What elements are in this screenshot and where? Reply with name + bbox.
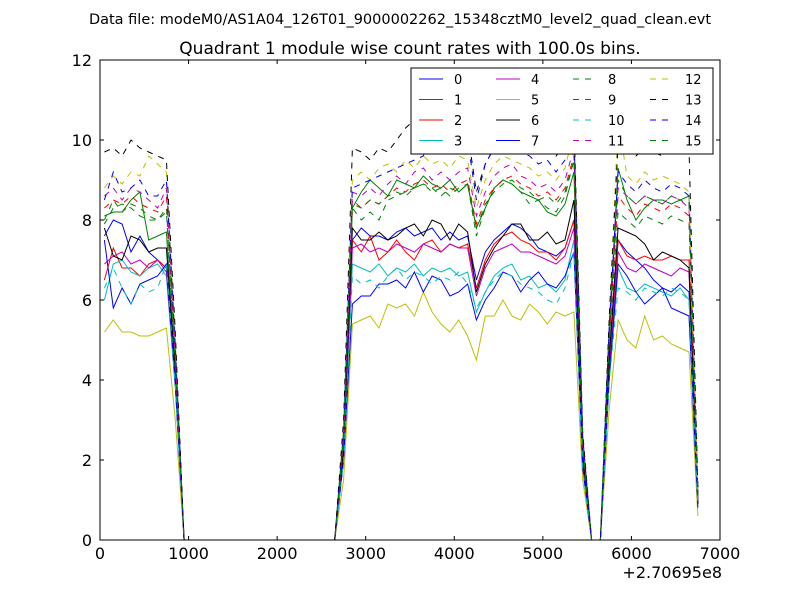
series-line-15 (103, 159, 699, 540)
legend-label-13: 13 (685, 94, 702, 109)
y-tick-label: 6 (82, 291, 92, 310)
y-tick-label: 8 (82, 211, 92, 230)
legend-label-5: 5 (531, 94, 539, 109)
x-tick-label: 1000 (168, 544, 209, 563)
legend-label-8: 8 (608, 73, 616, 88)
x-tick-label: 4000 (434, 544, 475, 563)
legend-label-6: 6 (531, 114, 539, 129)
legend-label-1: 1 (454, 94, 462, 109)
x-tick-label: 0 (95, 544, 105, 563)
legend-label-15: 15 (685, 135, 702, 150)
legend-label-2: 2 (454, 114, 462, 129)
legend-label-14: 14 (685, 114, 702, 129)
legend-box (410, 67, 714, 155)
legend-label-3: 3 (454, 135, 462, 150)
x-tick-label: 6000 (611, 544, 652, 563)
legend-label-10: 10 (608, 114, 625, 129)
y-tick-label: 4 (82, 371, 92, 390)
legend-label-11: 11 (608, 135, 625, 150)
x-tick-label: 5000 (522, 544, 563, 563)
x-tick-label: 7000 (700, 544, 741, 563)
series-line-9 (104, 155, 699, 540)
figure-suptitle: Data file: modeM0/AS1A04_126T01_90000022… (89, 12, 711, 28)
series-line-5 (103, 290, 699, 540)
legend-label-4: 4 (531, 73, 539, 88)
legend-label-9: 9 (608, 94, 616, 109)
y-tick-label: 0 (82, 531, 92, 550)
legend-label-12: 12 (685, 73, 702, 88)
y-tick-label: 2 (82, 451, 92, 470)
y-tick-label: 12 (72, 51, 92, 70)
x-offset-label: +2.70695e8 (622, 563, 722, 582)
legend-label-0: 0 (454, 73, 462, 88)
x-tick-label: 3000 (345, 544, 386, 563)
chart-title: Quadrant 1 module wise count rates with … (179, 39, 640, 59)
x-tick-label: 2000 (257, 544, 298, 563)
y-tick-label: 10 (72, 131, 92, 150)
plot-frame (99, 59, 721, 541)
legend-label-7: 7 (531, 135, 539, 150)
